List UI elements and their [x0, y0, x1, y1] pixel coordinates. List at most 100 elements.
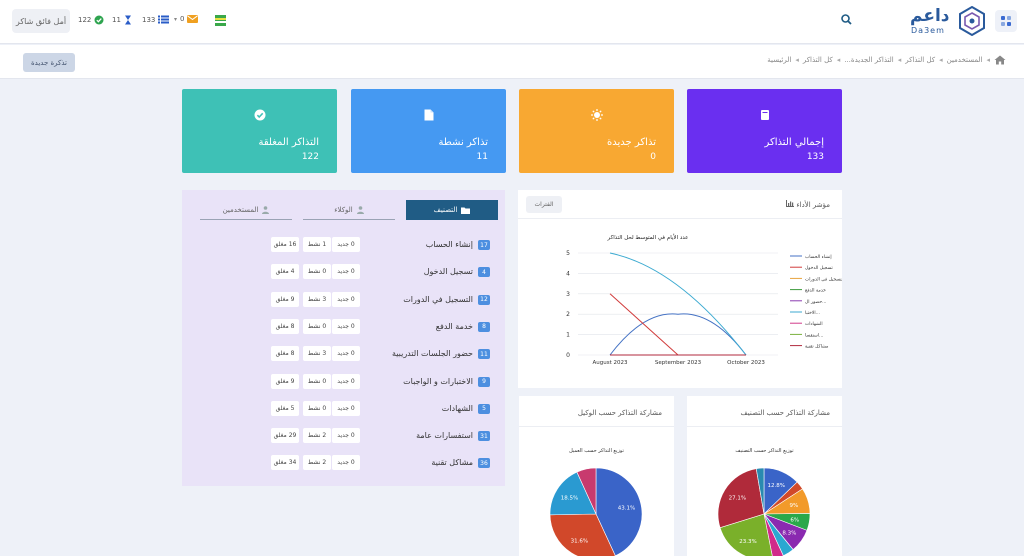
active-count-pill[interactable]: 3 نشط: [303, 346, 331, 362]
active-count-pill[interactable]: 2 نشط: [303, 455, 331, 471]
file-icon: [424, 109, 433, 121]
category-row[interactable]: 31 استفسارات عامة 0 جديد 2 نشط 29 مغلق: [182, 426, 505, 446]
counter-total-value: 133: [142, 15, 156, 24]
logo[interactable]: داعم Da3em: [908, 6, 986, 38]
performance-title-text: مؤشر الأداء: [796, 201, 830, 209]
active-count-pill[interactable]: 0 نشط: [303, 264, 331, 280]
kpi-value: 11: [476, 152, 488, 162]
new-count-pill[interactable]: 0 جديد: [332, 373, 360, 389]
flag-icon[interactable]: [215, 15, 226, 26]
closed-count-pill[interactable]: 4 مغلق: [271, 264, 299, 280]
breadcrumb-item[interactable]: المستخدمين: [946, 56, 983, 64]
kpi-card-closed[interactable]: التذاكر المغلقة 122: [182, 89, 337, 173]
new-count-pill[interactable]: 0 جديد: [332, 428, 360, 444]
breadcrumb-bar: تذكرة جديدة ◂ المستخدمين ◂ كل التذاكر ◂ …: [0, 45, 1024, 79]
apps-grid-button[interactable]: [995, 10, 1017, 32]
divider: [519, 426, 674, 427]
new-count-pill[interactable]: 0 جديد: [332, 346, 360, 362]
category-row[interactable]: 12 التسجيل في الدورات 0 جديد 3 نشط 9 مغلق: [182, 290, 505, 310]
folder-icon: [461, 207, 471, 214]
legend-entry: تسجيل الدخول: [805, 266, 833, 271]
closed-count-pill[interactable]: 8 مغلق: [271, 346, 299, 362]
new-count-pill[interactable]: 0 جديد: [332, 318, 360, 334]
new-count-pill[interactable]: 0 جديد: [332, 264, 360, 280]
tab-category[interactable]: التصنيف: [406, 200, 498, 220]
performance-title: مؤشر الأداء: [786, 200, 830, 209]
pie-slice-label: 27.1%: [729, 496, 746, 502]
active-count-pill[interactable]: 3 نشط: [303, 291, 331, 307]
pie-slice-label: 23.3%: [739, 539, 756, 545]
pie-slice: [755, 467, 765, 515]
category-share-card: مشاركة التذاكر حسب التصنيف توزيع التذاكر…: [687, 396, 842, 556]
category-row[interactable]: 36 مشاكل تقنية 0 جديد 2 نشط 34 مغلق: [182, 453, 505, 473]
agent-pie-chart: 43.1% 31.6% 18.5%: [549, 467, 643, 556]
tab-users[interactable]: المستخدمين: [200, 200, 292, 220]
y-tick-label: 4: [566, 270, 570, 277]
tab-agents[interactable]: الوكلاء: [303, 200, 395, 220]
closed-counter[interactable]: 122: [78, 15, 104, 25]
counter-active-value: 11: [112, 16, 121, 24]
closed-count-pill[interactable]: 34 مغلق: [271, 455, 299, 471]
category-count-badge: 12: [478, 294, 490, 305]
new-count-pill[interactable]: 0 جديد: [332, 237, 360, 252]
breadcrumb-item[interactable]: التذاكر الجديدة...: [844, 56, 894, 64]
legend-entry: الشهادات: [805, 322, 823, 327]
divider: [687, 426, 842, 427]
closed-count-pill[interactable]: 9 مغلق: [271, 373, 299, 389]
pie-card-title: مشاركة التذاكر حسب الوكيل: [577, 409, 662, 417]
active-count-pill[interactable]: 0 نشط: [303, 373, 331, 389]
category-row[interactable]: 9 الاختبارات و الواجبات 0 جديد 0 نشط 9 مغلق: [182, 372, 505, 392]
closed-count-pill[interactable]: 5 مغلق: [271, 400, 299, 416]
kpi-card-active[interactable]: تذاكر نشطة 11: [351, 89, 506, 173]
closed-count-pill[interactable]: 9 مغلق: [271, 291, 299, 307]
kpi-card-new[interactable]: تذاكر جديدة 0: [519, 89, 674, 173]
category-row[interactable]: 11 حضور الجلسات التدريبية 0 جديد 3 نشط 8 مغل…: [182, 344, 505, 364]
breadcrumb-item[interactable]: كل التذاكر: [905, 56, 936, 64]
active-counter[interactable]: 11: [112, 15, 132, 25]
logo-latin-text: Da3em: [911, 26, 945, 35]
y-tick-label: 0: [566, 352, 570, 359]
category-panel: المستخدمين الوكلاء التصنيف 17 إنشاء الحسا…: [182, 190, 505, 486]
pie-slice: [719, 513, 773, 556]
category-count-badge: 4: [478, 267, 490, 278]
legend-entry: التسجيل في الدورات: [805, 277, 842, 282]
user-menu-button[interactable]: أمل فائق شاكر: [12, 9, 70, 33]
new-count-pill[interactable]: 0 جديد: [332, 400, 360, 416]
tab-label: التصنيف: [433, 206, 458, 214]
series-line: [609, 252, 747, 356]
agent-share-card: مشاركة التذاكر حسب الوكيل توزيع التذاكر …: [519, 396, 674, 556]
closed-count-pill[interactable]: 29 مغلق: [271, 428, 299, 444]
category-name: حضور الجلسات التدريبية: [391, 349, 473, 359]
pie-slice: [595, 467, 643, 556]
mail-counter[interactable]: ▾ 0: [174, 15, 199, 23]
mail-icon: [187, 15, 199, 23]
breadcrumb: ◂ المستخدمين ◂ كل التذاكر ◂ التذاكر الجد…: [767, 55, 1006, 65]
pie-subtitle: توزيع التذاكر حسب التصنيف: [735, 448, 794, 454]
active-count-pill[interactable]: 0 نشط: [303, 318, 331, 334]
category-row[interactable]: 8 خدمة الدفع 0 جديد 0 نشط 8 مغلق: [182, 317, 505, 337]
period-button[interactable]: الفترات: [526, 196, 562, 213]
total-counter[interactable]: 133: [142, 15, 170, 24]
category-name: مشاكل تقنية: [431, 458, 473, 468]
agent-icon: [356, 205, 364, 214]
category-row[interactable]: 4 تسجيل الدخول 0 جديد 0 نشط 4 مغلق: [182, 262, 505, 282]
category-name: الشهادات: [441, 403, 473, 413]
home-icon[interactable]: [994, 55, 1006, 65]
category-count-badge: 8: [478, 321, 490, 332]
active-count-pill[interactable]: 1 نشط: [303, 237, 331, 252]
chevron-down-icon: ▾: [174, 15, 178, 23]
closed-count-pill[interactable]: 16 مغلق: [271, 237, 299, 252]
category-count-badge: 36: [478, 458, 490, 469]
kpi-card-total[interactable]: إجمالي التذاكر 133: [687, 89, 842, 173]
new-count-pill[interactable]: 0 جديد: [332, 291, 360, 307]
active-count-pill[interactable]: 0 نشط: [303, 400, 331, 416]
new-ticket-button[interactable]: تذكرة جديدة: [23, 53, 75, 72]
closed-count-pill[interactable]: 8 مغلق: [271, 318, 299, 334]
search-icon[interactable]: [841, 14, 852, 25]
category-row[interactable]: 5 الشهادات 0 جديد 0 نشط 5 مغلق: [182, 399, 505, 419]
new-count-pill[interactable]: 0 جديد: [332, 455, 360, 471]
category-row[interactable]: 17 إنشاء الحساب 0 جديد 1 نشط 16 مغلق: [182, 235, 505, 255]
active-count-pill[interactable]: 2 نشط: [303, 428, 331, 444]
breadcrumb-item[interactable]: كل التذاكر: [802, 56, 833, 64]
hourglass-icon: [124, 15, 131, 25]
